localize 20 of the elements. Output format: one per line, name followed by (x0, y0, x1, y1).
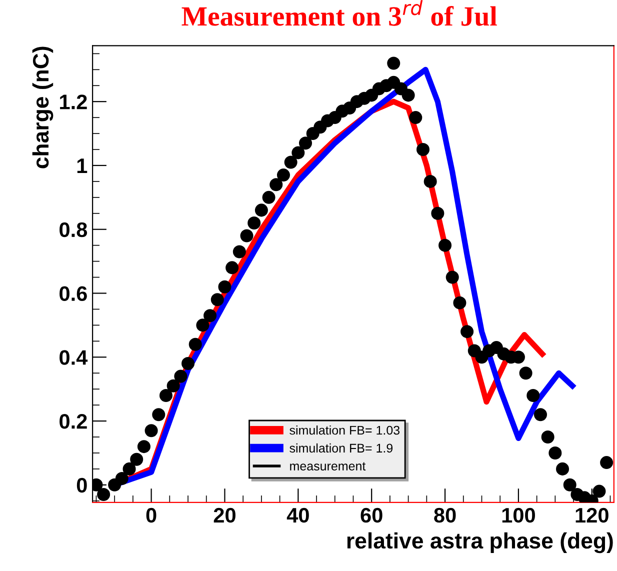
y-tick-label: 1 (77, 158, 88, 174)
y-axis-title: charge (nC) (32, 46, 54, 168)
x-tick-label: 120 (576, 508, 608, 523)
chart-title: Measurement on 3$^{rd}$ of Jul (182, 0, 497, 26)
legend-label: measurement (290, 462, 366, 470)
y-tick-label: 0 (76, 478, 87, 493)
legend-label: simulation FB= 1.03 (290, 426, 400, 435)
legend-label: simulation FB= 1.9 (290, 443, 393, 453)
x-tick-label: 100 (502, 508, 535, 523)
y-tick-label: 0.6 (60, 286, 87, 301)
y-tick-label: 1.2 (60, 94, 87, 110)
x-axis-title: relative astra phase (deg) (347, 532, 613, 554)
x-tick-label: 0 (146, 508, 156, 523)
y-tick-label: 0.8 (60, 222, 88, 238)
x-tick-label: 20 (214, 508, 236, 523)
x-tick-label: 40 (286, 508, 309, 523)
x-tick-label: 60 (360, 508, 382, 523)
x-tick-label: 80 (434, 508, 456, 523)
y-tick-label: 0.4 (60, 350, 88, 365)
y-tick-label: 0.2 (60, 414, 87, 429)
